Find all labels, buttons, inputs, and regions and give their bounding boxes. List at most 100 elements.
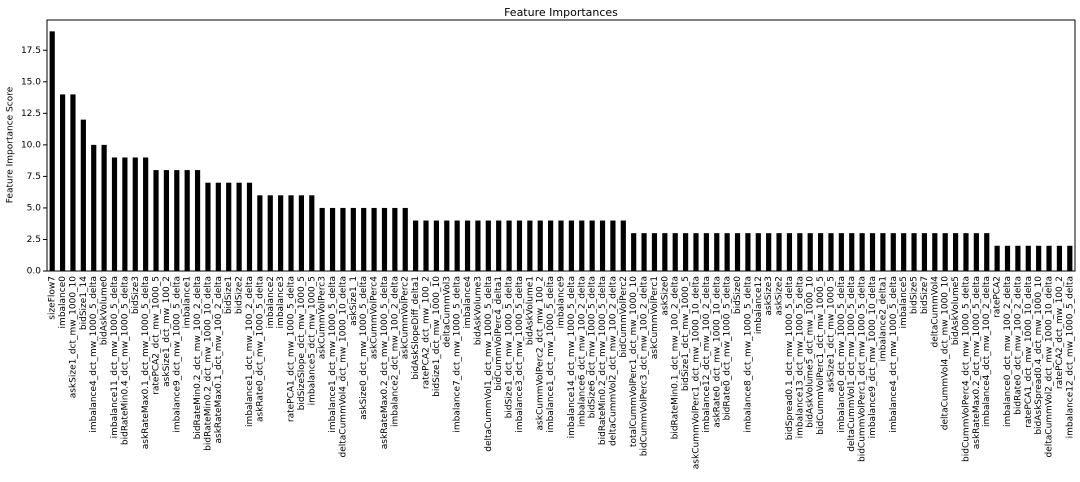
x-tick-label: imbalance12_dct_mw_100_2_delta (702, 276, 712, 433)
x-tick-label: bidSize7 (920, 276, 930, 314)
x-tick-label: imbalance12_dct_mw_1000_5_delta (1065, 276, 1075, 438)
x-tick-label: deltaCummVol2_dct_mw_1000_10_delta (1045, 276, 1055, 457)
bar (464, 220, 471, 271)
x-tick-label: askSize1_dct_mw_1000_5 (826, 276, 836, 393)
bar (184, 170, 190, 271)
x-tick-label: bidCummVolPerc4_delta1 (494, 276, 504, 391)
x-tick-label: imbalance0 (58, 276, 68, 329)
x-tick-label: ratePCA2_dct_mw_100_2 (1055, 276, 1065, 389)
bar (766, 233, 772, 271)
y-tick-label: 17.5 (21, 46, 41, 56)
bar (101, 144, 107, 271)
x-tick-label: imbalance11_dct_mw_1000_5_delta (110, 276, 120, 438)
x-tick-label: ratePCA2_dct_mw_1000_5 (152, 276, 162, 395)
x-tick-label: imbalance5_dct_mw_1000_5 (307, 276, 317, 405)
bar (111, 157, 118, 271)
x-tick-label: imbalance1 (183, 276, 193, 328)
x-tick-label: askRateMax0.2_dct_mw_1000_5_delta (972, 276, 982, 449)
bar (579, 220, 585, 271)
x-tick-label: bidSize1_dct_mw_1000_5 (681, 276, 691, 391)
bar (402, 207, 408, 271)
x-tick-label: bidRateMin0.2_dct_mw_100_2_delta (193, 276, 203, 439)
x-tick-label: imbalance4 (463, 276, 473, 329)
bar (849, 233, 855, 271)
bar (361, 207, 367, 271)
bar (1004, 245, 1011, 271)
bar (278, 195, 284, 271)
bar (911, 233, 917, 271)
x-tick-label: askCummVolPerc4 (370, 276, 380, 359)
bar (70, 94, 76, 271)
x-tick-label: askSize3 (764, 276, 774, 316)
x-tick-label: bidAskVolume1 (525, 276, 535, 345)
bar (589, 220, 595, 271)
x-tick-label: bidSize1_14 (79, 276, 89, 330)
bar (963, 233, 969, 271)
bar (194, 170, 201, 271)
x-tick-label: bidSize5 (910, 276, 920, 314)
x-tick-label: bidAskVolume5 (951, 276, 961, 345)
x-tick-label: askSize1_1 (349, 276, 359, 326)
bar (599, 220, 606, 271)
x-tick-label: bidCummVolPerc1_dct_mw_1000_5 (816, 276, 826, 435)
bar (1025, 245, 1031, 271)
bar (641, 233, 647, 271)
x-tick-label: askRate0_dct_mw_1000_10_delta (712, 276, 722, 428)
x-tick-label: imbalance9_dct_mw_1000_5_delta (172, 276, 182, 433)
x-tick-label: bidSize1_dct_mw_1000_5_delta (505, 276, 515, 418)
x-tick-label: imbalance1_dct_mw_1000_5_delta (546, 276, 556, 433)
bar (475, 220, 481, 271)
bar (122, 157, 128, 271)
x-tick-label: imbalance0_dct_mw_1000_5_delta (837, 276, 847, 433)
x-tick-label: askCummVolPerc1_dct_mw_1000_10_delta (691, 276, 701, 469)
bar (797, 233, 803, 271)
x-tick-label: imbalance1_dct_mw_100_2_delta (245, 276, 255, 427)
x-tick-label: imbalance13_dct_mw_1000_5_delta (795, 276, 805, 438)
bar (91, 144, 97, 271)
x-tick-label: imbalance14_dct_mw_1000_5_delta (567, 276, 577, 438)
x-tick-label: bidAskVolume3 (473, 276, 483, 345)
x-tick-label: bidAskVolume5_dct_mw_1000_10 (806, 276, 816, 428)
y-tick-label: 15.0 (21, 77, 41, 87)
x-tick-label: askCummVolPerc3 (318, 276, 328, 359)
x-tick-label: bidSize2 (235, 276, 245, 314)
bar (174, 170, 180, 271)
bar (288, 195, 294, 271)
bar (163, 170, 170, 271)
bar (143, 157, 149, 271)
bar (413, 220, 419, 271)
x-tick-label: imbalance9_dct_mw_1000_10_delta (868, 276, 878, 438)
bar (724, 233, 730, 271)
x-tick-label: deltaCummVol2_dct_mw_100_2_delta (608, 276, 618, 446)
bar (548, 220, 554, 271)
x-tick-label: askRateMax0.1_dct_mw_100_2_delta (214, 276, 224, 444)
x-tick-label: imbalance12 (754, 276, 764, 334)
x-tick-label: imbalance0_dct_mw_100_2_delta (1003, 276, 1013, 427)
bar (662, 233, 668, 271)
x-tick-label: bidSize0 (733, 276, 743, 314)
bar (537, 220, 543, 271)
x-tick-label: bidSize1 (224, 276, 234, 314)
bar (516, 220, 523, 271)
x-tick-label: bidAskVolume0 (100, 276, 110, 345)
bar (818, 233, 824, 271)
x-tick-label: askSize1_dct_mw_100_2 (162, 276, 172, 387)
bar (1056, 245, 1063, 271)
x-tick-label: deltaCummVol4 (930, 276, 940, 348)
y-tick-label: 7.5 (27, 172, 41, 182)
bar (755, 233, 761, 271)
bar (568, 220, 574, 271)
x-tick-label: askSize2 (775, 276, 785, 316)
x-tick-label: bidCummVolPerc4_dct_mw_1000_5_delta (961, 276, 971, 462)
x-tick-label: bidRate0_dct_mw_1000_5_delta (723, 276, 733, 421)
bar (620, 220, 626, 271)
bar (350, 207, 356, 271)
x-tick-label: bidSize6_dct_mw_1000_5_delta (588, 276, 598, 418)
bar (215, 182, 221, 271)
x-tick-label: bidRateMin0.2_dct_mw_1000_5_delta (598, 276, 608, 445)
x-tick-label: imbalance5 (899, 276, 909, 328)
x-tick-label: bidRateMin0.4_dct_mw_1000_5_delta (120, 276, 130, 445)
bar (734, 233, 741, 271)
bar (859, 233, 865, 271)
